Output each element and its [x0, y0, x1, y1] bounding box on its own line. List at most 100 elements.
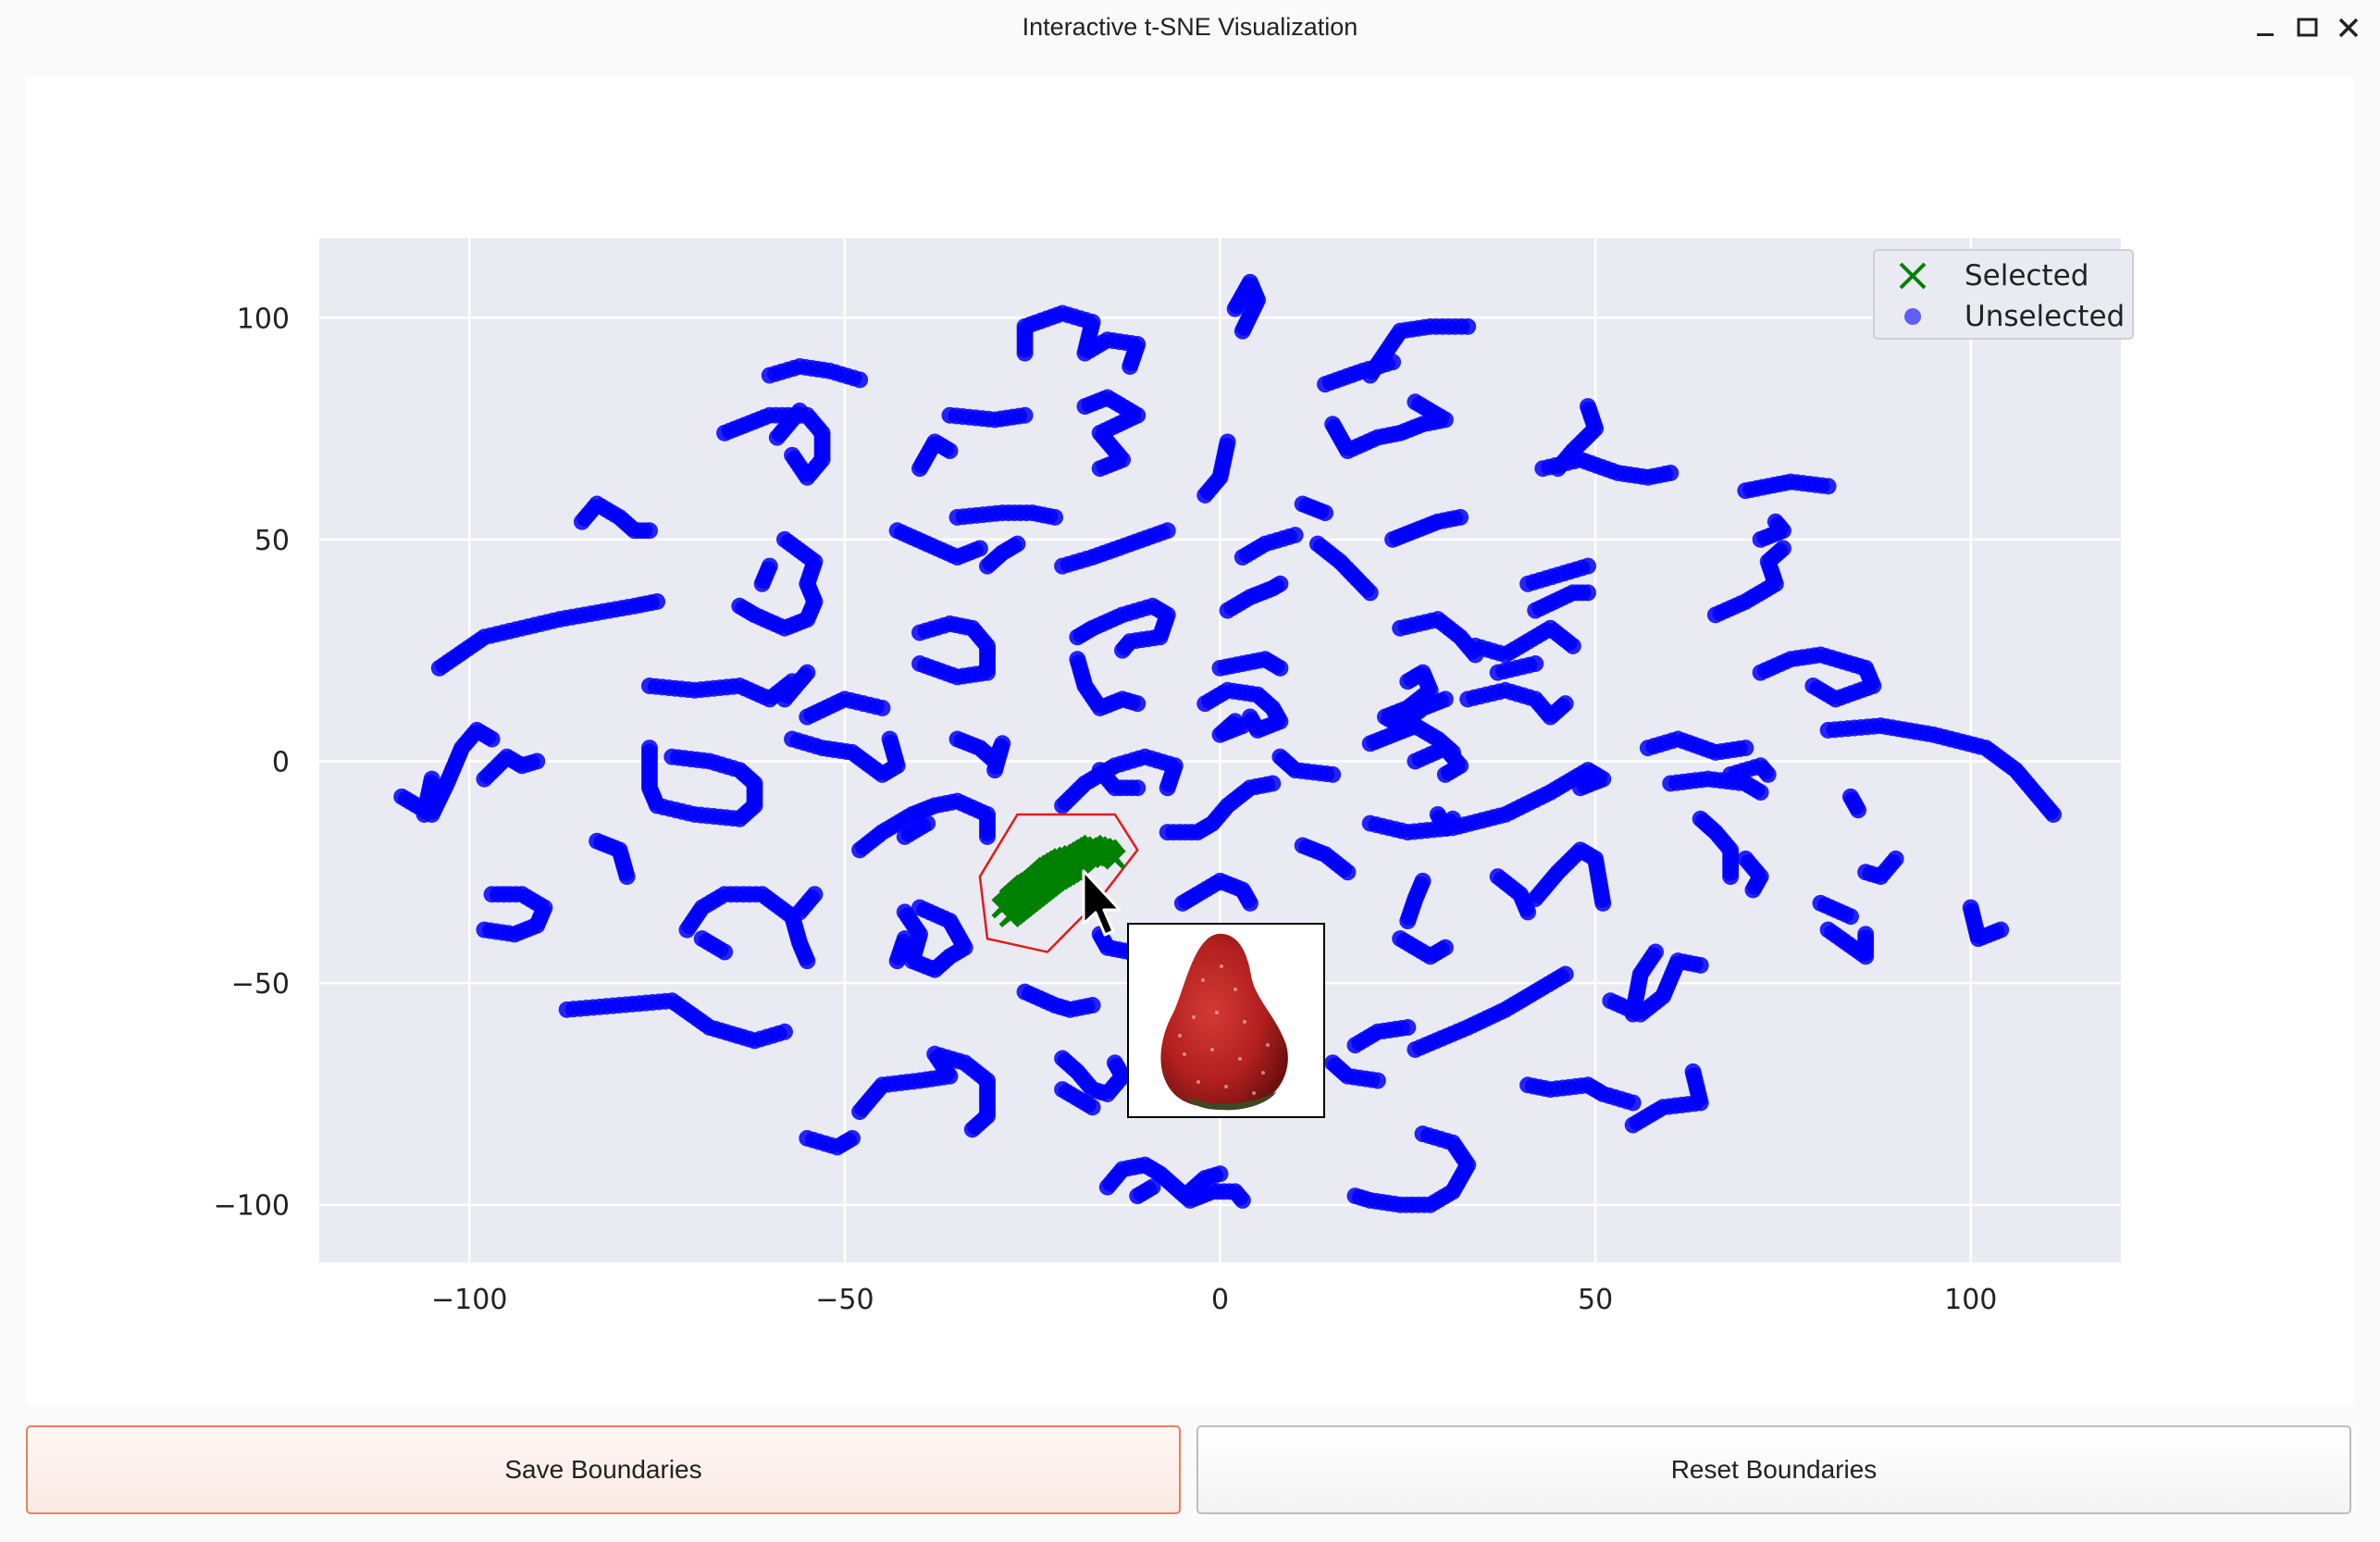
unselected-point	[881, 730, 899, 748]
unselected-point	[1436, 690, 1454, 708]
unselected-point	[1519, 903, 1537, 921]
unselected-point	[1233, 717, 1251, 735]
reset-boundaries-button[interactable]: Reset Boundaries	[1196, 1425, 2351, 1514]
unselected-point	[663, 748, 681, 765]
unselected-point	[799, 664, 816, 681]
y-tick-label: 100	[237, 303, 290, 335]
unselected-point	[896, 930, 913, 948]
unselected-point	[1774, 540, 1791, 557]
unselected-point	[1324, 765, 1342, 783]
maximize-icon[interactable]	[2293, 13, 2323, 43]
lasso-boundary	[978, 813, 1139, 953]
unselected-point	[1361, 584, 1379, 602]
unselected-point	[1084, 1099, 1101, 1116]
unselected-point	[979, 827, 997, 845]
unselected-point	[1737, 740, 1754, 757]
unselected-point	[775, 530, 793, 548]
x-tick-label: −50	[815, 1284, 874, 1316]
title-bar: Interactive t-SNE Visualization	[0, 0, 2380, 56]
unselected-point	[1624, 1094, 1642, 1112]
tsne-scatter-plot[interactable]: −100 −50 0 50 100 −100 −50 0 50 100 Selected Unsele…	[26, 76, 2354, 1405]
unselected-point	[1444, 810, 1461, 827]
unselected-point	[851, 371, 869, 389]
unselected-point	[1992, 921, 2010, 939]
minimize-icon[interactable]	[2250, 13, 2280, 43]
unselected-point	[1580, 584, 1597, 602]
unselected-point	[1084, 997, 1101, 1014]
unselected-point	[1527, 655, 1544, 673]
unselected-point	[1286, 527, 1304, 544]
unselected-point	[640, 522, 658, 540]
unselected-point	[1752, 784, 1769, 802]
unselected-point	[1436, 765, 1454, 783]
unselected-point	[1339, 864, 1357, 881]
unselected-point	[1436, 939, 1454, 956]
legend-box	[1873, 249, 2134, 340]
unselected-point	[1369, 1072, 1386, 1089]
unselected-point	[1804, 678, 1822, 695]
window-title: Interactive t-SNE Visualization	[1022, 13, 1358, 41]
unselected-point	[761, 557, 778, 575]
unselected-point	[963, 1121, 981, 1138]
unselected-point	[1384, 354, 1402, 371]
unselected-point	[1722, 868, 1740, 886]
unselected-point	[483, 886, 501, 903]
unselected-point	[1857, 926, 1875, 943]
plot-canvas[interactable]: −100 −50 0 50 100 −100 −50 0 50 100 Selected Unsele…	[26, 76, 2354, 1405]
unselected-point	[784, 446, 801, 464]
unselected-point	[1016, 406, 1034, 424]
unselected-point	[1159, 522, 1176, 540]
unselected-point	[1841, 908, 1859, 926]
unselected-point	[1047, 508, 1064, 526]
unselected-point	[618, 868, 636, 886]
unselected-point	[1594, 894, 1612, 912]
legend-selected-label: Selected	[1965, 259, 2089, 292]
unselected-point	[1233, 322, 1251, 340]
unselected-point	[1759, 765, 1777, 783]
x-tick-label: −100	[431, 1284, 507, 1316]
unselected-point	[1556, 695, 1574, 713]
unselected-point	[768, 429, 786, 446]
image-preview-popup	[1127, 923, 1325, 1118]
unselected-point	[941, 442, 959, 460]
close-icon[interactable]	[2334, 13, 2363, 43]
unselected-point	[1850, 802, 1867, 819]
unselected-point	[843, 1129, 861, 1147]
unselected-point	[528, 752, 546, 770]
unselected-point	[1887, 850, 1904, 867]
unselected-point	[1264, 775, 1282, 792]
y-tick-label: 50	[254, 525, 290, 557]
unselected-point	[2044, 805, 2062, 823]
unselected-point	[799, 952, 816, 970]
unselected-point	[874, 699, 891, 716]
unselected-point	[415, 805, 433, 823]
x-tick-label: 100	[1944, 1284, 1997, 1316]
unselected-point	[791, 903, 809, 921]
unselected-point	[1009, 535, 1026, 553]
selected-point	[1046, 858, 1069, 880]
unselected-point	[1129, 779, 1147, 797]
unselected-point	[1271, 575, 1289, 592]
legend-unselected-marker	[1904, 308, 1921, 325]
save-boundaries-button[interactable]: Save Boundaries	[26, 1425, 1181, 1514]
unselected-point	[1091, 460, 1109, 478]
y-tick-label: −50	[231, 968, 290, 1001]
unselected-point	[911, 899, 928, 916]
unselected-point	[1271, 659, 1289, 677]
unselected-point	[1744, 881, 1762, 899]
unselected-point	[1414, 1125, 1432, 1143]
unselected-point	[1317, 504, 1334, 522]
unselected-point	[1114, 641, 1132, 659]
unselected-point	[1452, 508, 1469, 526]
unselected-point	[1122, 357, 1139, 375]
unselected-point	[1752, 530, 1769, 548]
unselected-point	[1144, 1178, 1161, 1196]
unselected-point	[1819, 478, 1837, 495]
unselected-point	[1129, 695, 1147, 713]
unselected-point	[986, 762, 1004, 779]
unselected-point	[1414, 872, 1432, 889]
unselected-point	[775, 1023, 793, 1040]
unselected-point	[1571, 779, 1589, 797]
legend-selected-marker	[1899, 262, 1927, 290]
unselected-point	[1241, 894, 1258, 912]
